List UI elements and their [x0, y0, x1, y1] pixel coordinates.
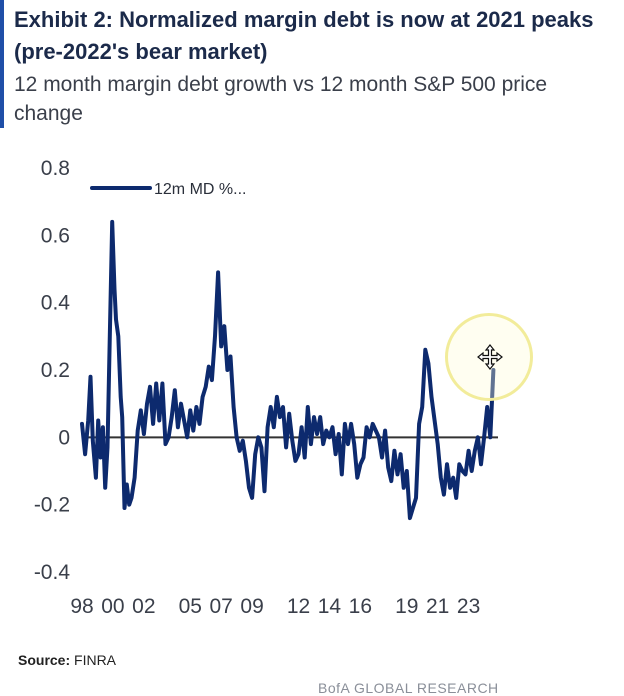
x-tick-label: 00 — [101, 595, 124, 618]
y-tick-label: 0.4 — [41, 292, 71, 315]
x-tick-label: 16 — [349, 595, 372, 618]
y-tick-label: -0.4 — [34, 561, 71, 584]
x-tick-label: 98 — [70, 595, 93, 618]
move-cursor-icon — [477, 344, 503, 370]
source-note: Source: FINRA — [18, 652, 116, 668]
y-tick-label: -0.2 — [34, 494, 70, 517]
source-label: Source: — [18, 652, 71, 668]
chart-plot: 0.8 0.6 0.4 0.2 0 -0.2 -0.4 98 00 02 05 07 09 12 14 16… — [34, 157, 498, 618]
x-tick-label: 09 — [240, 595, 263, 618]
cursor-highlight-ring — [445, 313, 533, 401]
chart-subtitle: 12 month margin debt growth vs 12 month … — [14, 73, 548, 125]
x-tick-label: 02 — [132, 595, 155, 618]
legend: 12m MD %... — [90, 181, 246, 198]
y-axis-ticks: 0.8 0.6 0.4 0.2 0 -0.2 -0.4 — [34, 157, 71, 584]
chart-title: Exhibit 2: Normalized margin debt is now… — [14, 7, 594, 64]
x-tick-label: 12 — [287, 595, 310, 618]
series-line-12m-md — [80, 219, 496, 521]
title-accent-bar — [0, 0, 4, 128]
x-axis-ticks: 98 00 02 05 07 09 12 14 16 19 21 23 — [70, 595, 480, 618]
legend-label: 12m MD %... — [154, 181, 246, 198]
x-tick-label: 07 — [210, 595, 233, 618]
x-tick-label: 21 — [426, 595, 449, 618]
x-tick-label: 19 — [395, 595, 418, 618]
brand-footer: BofA GLOBAL RESEARCH — [318, 680, 499, 696]
source-value: FINRA — [74, 652, 117, 668]
x-tick-label: 05 — [179, 595, 202, 618]
x-tick-label: 23 — [457, 595, 480, 618]
x-tick-label: 14 — [318, 595, 342, 618]
y-tick-label: 0.6 — [41, 224, 70, 247]
y-tick-label: 0.8 — [41, 157, 70, 180]
y-tick-label: 0.2 — [41, 359, 70, 382]
y-tick-label: 0 — [58, 426, 70, 449]
